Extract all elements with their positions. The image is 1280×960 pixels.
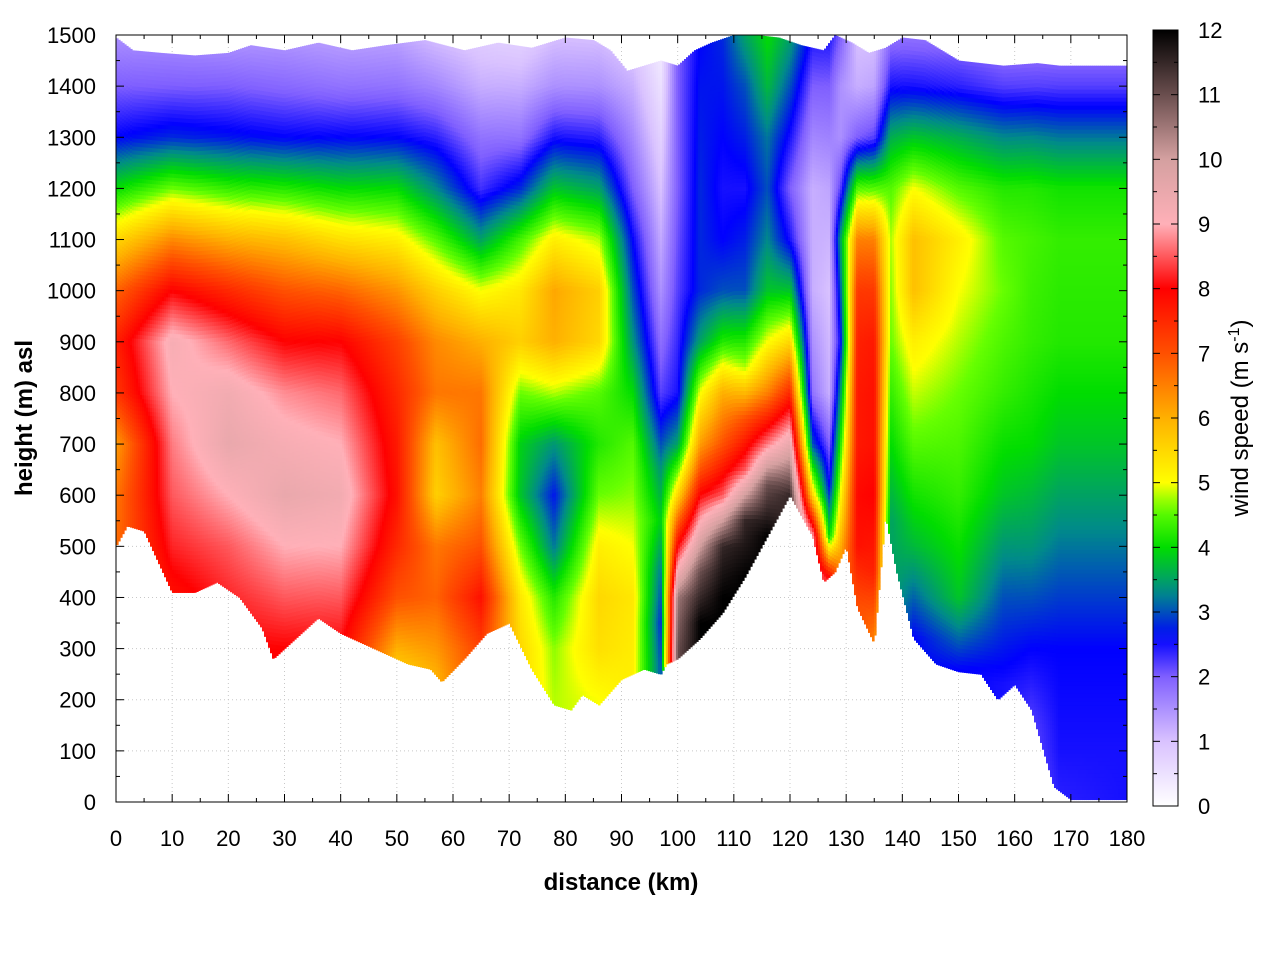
heatmap-cell: [124, 528, 127, 530]
heatmap-cell: [118, 540, 121, 542]
heatmap-cell: [122, 531, 125, 534]
